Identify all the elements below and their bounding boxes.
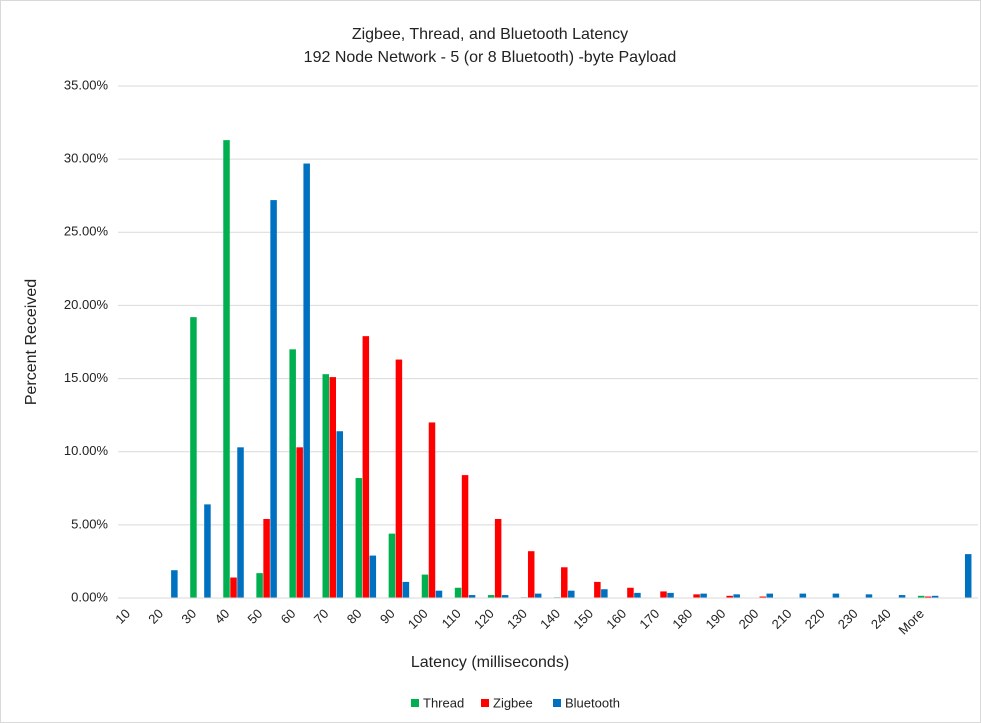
legend-label: Thread [423,695,464,710]
bar [230,577,237,598]
y-tick-label: 10.00% [64,443,109,458]
bar [322,374,329,598]
bar [263,519,270,598]
y-tick-label: 0.00% [71,589,108,604]
bar [171,570,178,598]
bar [223,140,230,598]
y-tick-label: 25.00% [64,224,109,239]
legend-swatch [411,699,419,707]
bar [369,555,377,598]
bar [461,475,469,598]
y-tick-label: 5.00% [71,516,108,531]
bar [270,200,277,599]
legend-swatch [481,699,489,707]
bar [256,573,263,598]
y-tick-label: 30.00% [64,151,109,166]
bar [435,590,443,598]
bar [627,587,634,598]
bar [501,595,509,598]
bar [487,595,495,598]
bar [634,592,641,598]
bar [832,593,840,598]
y-tick-label: 35.00% [64,77,109,92]
bar [421,574,429,598]
legend-swatch [553,699,561,707]
bar [336,431,343,598]
bar [759,596,766,598]
bar [898,595,906,598]
bar [667,592,674,598]
bar [917,595,925,598]
bar [931,595,939,598]
bar [395,359,403,598]
legend-label: Zigbee [493,695,533,710]
bar [190,317,197,598]
bar [766,593,773,598]
bar [454,587,462,598]
chart-title: Zigbee, Thread, and Bluetooth Latency [352,26,628,43]
bar [865,594,873,598]
y-tick-label: 20.00% [64,297,109,312]
bar [296,447,303,598]
bar [388,533,396,598]
bar [726,595,733,598]
bar [355,478,363,598]
y-axis-title: Percent Received [23,279,40,405]
bar [204,504,211,598]
bar [964,554,972,598]
bar [733,594,740,598]
bar [289,349,296,598]
bar [700,593,707,598]
bar [362,336,370,598]
bar [329,377,336,598]
bar [660,591,667,598]
bar [237,447,244,598]
bar [799,593,807,598]
bar [534,593,542,598]
x-axis-title: Latency (milliseconds) [411,654,569,671]
legend-label: Bluetooth [565,695,620,710]
bar [402,581,410,598]
bar [601,589,608,598]
bar [527,551,535,598]
bar [468,595,476,598]
bar [924,596,932,598]
bar [561,567,568,598]
bar [568,590,575,598]
bar [594,581,601,598]
y-tick-label: 15.00% [64,370,109,385]
chart-subtitle: 192 Node Network - 5 (or 8 Bluetooth) -b… [304,49,677,66]
bar [693,594,700,598]
bar [303,163,310,598]
bar [428,422,436,598]
bar [494,519,502,598]
